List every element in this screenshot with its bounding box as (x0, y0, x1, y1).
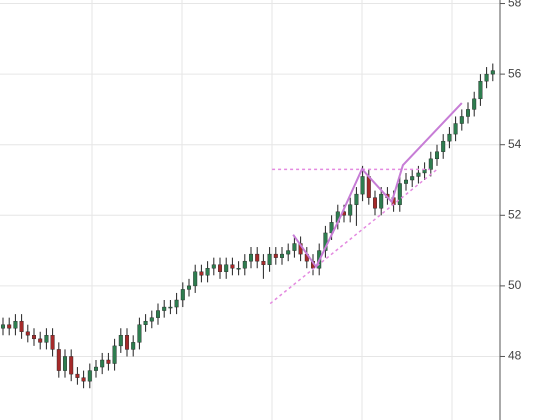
candle-body (490, 70, 495, 75)
candle-body (410, 176, 415, 181)
candle-body (32, 335, 37, 340)
candle-body (447, 133, 452, 142)
candle-body (466, 109, 471, 117)
candle-body (478, 80, 483, 100)
candle-body (137, 324, 142, 343)
candle-body (193, 271, 198, 287)
candle-body (404, 179, 409, 184)
candle-body (453, 123, 458, 135)
candle-body (19, 320, 24, 332)
candle-body (93, 366, 98, 371)
candle-body (248, 253, 253, 262)
candle-body (44, 335, 49, 343)
candle-body (25, 331, 30, 336)
candle-body (100, 359, 105, 368)
candle-body (435, 151, 440, 160)
candle-body (428, 158, 433, 170)
candle-body (360, 176, 365, 195)
candle-body (348, 204, 353, 216)
candle-body (81, 377, 86, 382)
candle-body (217, 264, 222, 272)
candle-body (280, 253, 285, 258)
candle-body (174, 299, 179, 308)
candle-body (459, 116, 464, 124)
candle-body (87, 370, 92, 382)
candle-body (354, 193, 359, 205)
candle-body (397, 183, 402, 205)
y-tick-label: 48 (508, 349, 522, 363)
candle-body (131, 342, 136, 350)
candle-body (7, 324, 12, 329)
candle-body (211, 264, 216, 269)
candle-body (186, 285, 191, 290)
y-tick-label: 56 (508, 66, 522, 80)
candle-body (1, 324, 5, 329)
candle-body (373, 197, 378, 209)
candle-body (441, 140, 446, 152)
candle-body (155, 310, 160, 318)
candle-body (168, 306, 173, 309)
candle-body (242, 260, 247, 269)
candle-body (56, 349, 61, 371)
candle-body (13, 320, 18, 329)
candle-body (143, 320, 148, 325)
candle-body (255, 253, 260, 262)
candle-body (366, 176, 371, 198)
candle-body (416, 172, 421, 177)
candle-body (484, 73, 489, 82)
candle-body (118, 335, 123, 347)
candle-body (180, 289, 185, 301)
candle-body (38, 338, 43, 343)
candle-body (106, 359, 111, 364)
candle-body (224, 264, 229, 272)
candle-body (273, 253, 278, 258)
candle-body (472, 98, 477, 110)
candle-body (286, 250, 291, 255)
y-tick-label: 58 (508, 0, 522, 10)
trendline (292, 102, 463, 269)
candle-body (162, 306, 167, 311)
candle-body (50, 335, 55, 350)
candle-body (230, 264, 235, 269)
candle-body (292, 243, 297, 251)
y-tick-label: 50 (508, 278, 522, 292)
candle-body (124, 335, 129, 350)
candle-body (236, 268, 241, 270)
y-tick-label: 52 (508, 207, 522, 221)
candle-body (63, 356, 68, 371)
candle-body (112, 345, 117, 364)
candle-body (205, 268, 210, 276)
candle-body (69, 356, 74, 375)
y-tick-label: 54 (508, 137, 522, 151)
candle-body (149, 317, 154, 322)
candle-body (379, 193, 384, 209)
candle-body (267, 253, 272, 265)
candle-body (75, 373, 80, 378)
candle-body (199, 271, 204, 276)
candle-body (261, 260, 266, 265)
